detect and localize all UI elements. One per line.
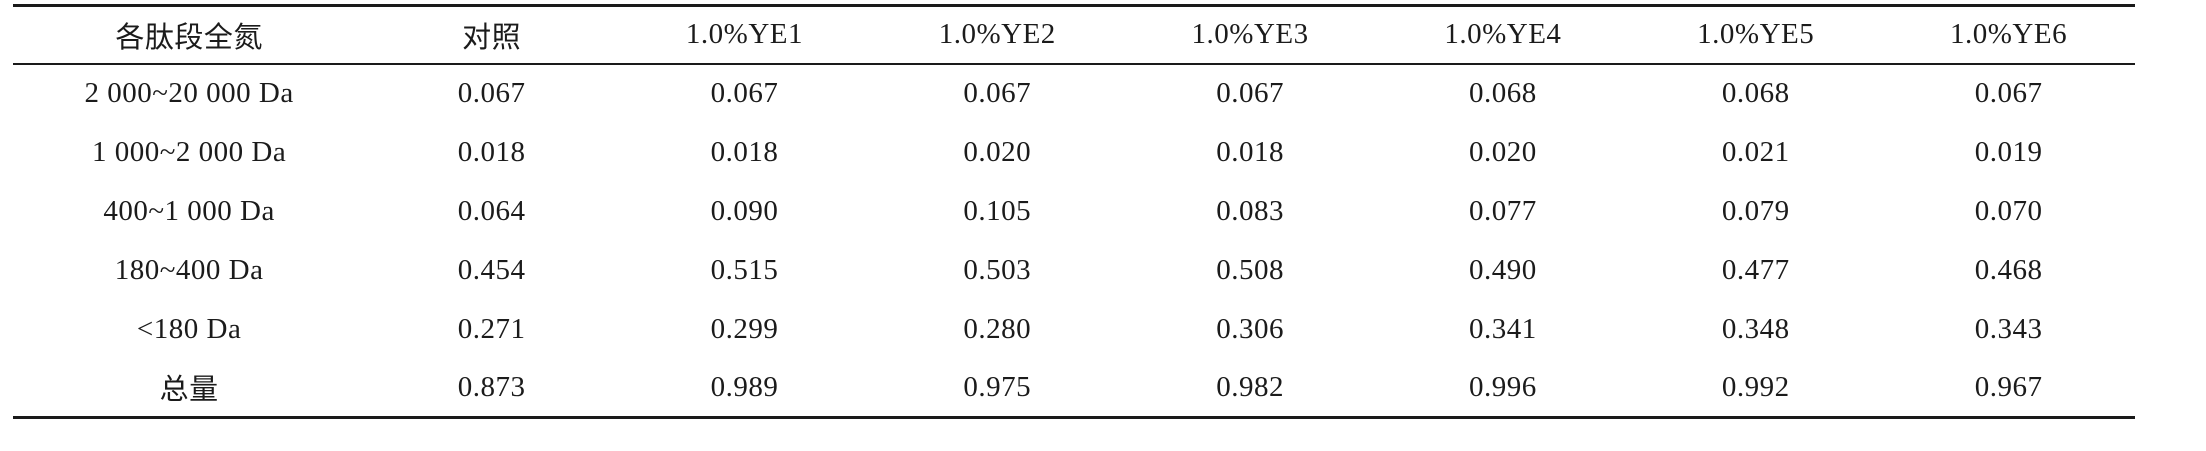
column-header: 1.0%YE6 — [1950, 18, 2068, 51]
value-cell: 0.020 — [1469, 135, 1537, 168]
column-header: 1.0%YE3 — [1191, 18, 1309, 51]
column-header-label: 各肽段全氮 — [115, 21, 263, 54]
value-cell: 0.975 — [963, 370, 1032, 403]
value-cell: 0.515 — [710, 253, 779, 286]
table-row: 1 000~2 000 Da 0.018 0.018 0.020 0.018 0.020 0… — [13, 123, 2135, 182]
header-row: 各肽段全氮 对照 1.0%YE1 1.0%YE2 1.0%YE3 1.0%YE4 1.0%Y… — [13, 6, 2135, 64]
column-header: 1.0%YE5 — [1697, 18, 1815, 51]
value-cell: 0.068 — [1721, 77, 1790, 109]
table-body: 2 000~20 000 Da 0.067 0.067 0.067 0.067 0.068… — [13, 64, 2135, 418]
row-label: <180 Da — [136, 312, 242, 345]
value-cell: 0.299 — [710, 312, 779, 345]
value-cell: 0.105 — [963, 194, 1032, 227]
value-cell: 0.468 — [1974, 253, 2043, 286]
peptide-nitrogen-table-container: 各肽段全氮 对照 1.0%YE1 1.0%YE2 1.0%YE3 1.0%YE4 1.0%Y… — [13, 4, 2135, 419]
value-cell: 0.070 — [1974, 194, 2043, 227]
value-cell: 0.021 — [1721, 135, 1790, 168]
value-cell: 0.873 — [457, 370, 526, 403]
table-row: 2 000~20 000 Da 0.067 0.067 0.067 0.067 0.068… — [13, 64, 2135, 123]
table-row: 总量 0.873 0.989 0.975 0.982 0.996 0.992 0.967 — [13, 359, 2135, 418]
value-cell: 0.348 — [1721, 312, 1790, 345]
value-cell: 0.064 — [457, 194, 526, 227]
value-cell: 0.067 — [1974, 77, 2043, 109]
value-cell: 0.503 — [963, 253, 1032, 286]
row-label: 400~1 000 Da — [103, 194, 275, 227]
value-cell: 0.967 — [1974, 370, 2043, 403]
column-header: 1.0%YE4 — [1444, 18, 1562, 51]
value-cell: 0.477 — [1721, 253, 1790, 286]
value-cell: 0.067 — [457, 77, 526, 109]
value-cell: 0.067 — [710, 77, 779, 109]
value-cell: 0.079 — [1721, 194, 1790, 227]
table-row: 180~400 Da 0.454 0.515 0.503 0.508 0.490 0.477… — [13, 241, 2135, 300]
row-label: 总量 — [159, 374, 219, 407]
value-cell: 0.067 — [1216, 77, 1284, 109]
row-label: 180~400 Da — [114, 253, 264, 286]
row-label: 1 000~2 000 Da — [91, 135, 287, 168]
table-row: 400~1 000 Da 0.064 0.090 0.105 0.083 0.077 0.0… — [13, 182, 2135, 241]
value-cell: 0.454 — [457, 253, 526, 286]
value-cell: 0.341 — [1469, 312, 1537, 345]
value-cell: 0.018 — [1216, 135, 1284, 168]
column-header: 1.0%YE1 — [685, 18, 803, 51]
value-cell: 0.306 — [1216, 312, 1284, 345]
table-row: <180 Da 0.271 0.299 0.280 0.306 0.341 0.348 0.3… — [13, 300, 2135, 359]
table-header: 各肽段全氮 对照 1.0%YE1 1.0%YE2 1.0%YE3 1.0%YE4 1.0%Y… — [13, 6, 2135, 64]
value-cell: 0.083 — [1216, 194, 1284, 227]
row-label: 2 000~20 000 Da — [84, 77, 294, 109]
value-cell: 0.077 — [1469, 194, 1537, 227]
value-cell: 0.090 — [710, 194, 779, 227]
value-cell: 0.996 — [1469, 370, 1537, 403]
column-header: 1.0%YE2 — [938, 18, 1056, 51]
value-cell: 0.018 — [710, 135, 779, 168]
value-cell: 0.271 — [457, 312, 526, 345]
peptide-nitrogen-table: 各肽段全氮 对照 1.0%YE1 1.0%YE2 1.0%YE3 1.0%YE4 1.0%Y… — [13, 4, 2135, 419]
column-header: 对照 — [462, 21, 522, 54]
value-cell: 0.280 — [963, 312, 1032, 345]
value-cell: 0.018 — [457, 135, 526, 168]
value-cell: 0.490 — [1469, 253, 1537, 286]
value-cell: 0.508 — [1216, 253, 1284, 286]
value-cell: 0.067 — [963, 77, 1032, 109]
value-cell: 0.982 — [1216, 370, 1284, 403]
value-cell: 0.068 — [1469, 77, 1537, 109]
value-cell: 0.343 — [1974, 312, 2043, 345]
value-cell: 0.020 — [963, 135, 1032, 168]
value-cell: 0.019 — [1974, 135, 2043, 168]
value-cell: 0.989 — [710, 370, 779, 403]
value-cell: 0.992 — [1721, 370, 1790, 403]
